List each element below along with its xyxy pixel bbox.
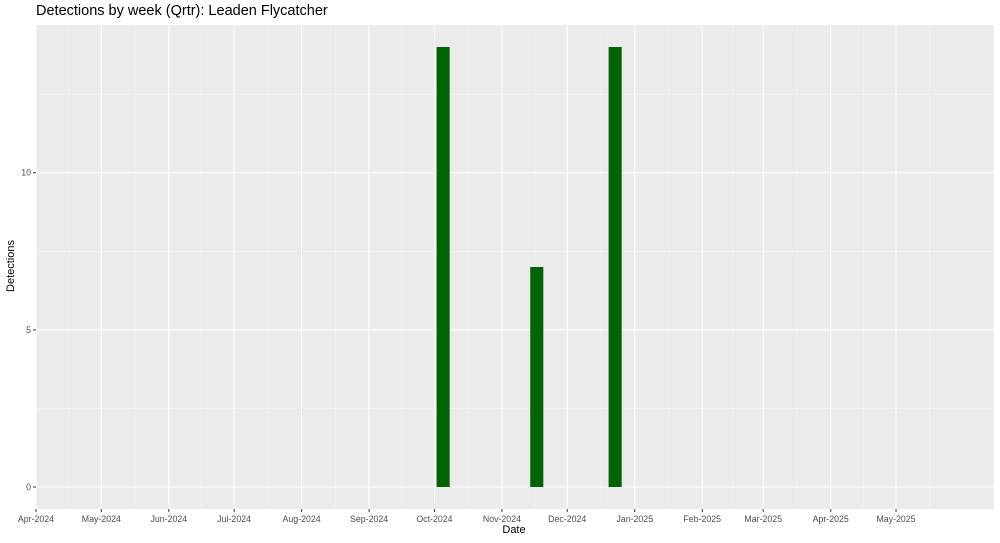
bar [608,47,622,487]
x-tick-label: Sep-2024 [350,514,388,524]
x-tick-label: Jan-2025 [616,514,653,524]
y-axis: 0 5 10 [21,168,36,492]
x-tick-label: Mar-2025 [744,514,782,524]
x-tick-label: Feb-2025 [683,514,721,524]
y-tick-label: 10 [21,168,31,178]
x-tick-label: Aug-2024 [283,514,321,524]
bars [436,47,622,487]
x-tick-label: Apr-2024 [18,514,54,524]
x-tick-label: Nov-2024 [483,514,521,524]
chart-title: Detections by week (Qrtr): Leaden Flycat… [36,3,328,19]
x-tick-label: May-2024 [82,514,121,524]
x-tick-label: Apr-2025 [813,514,849,524]
x-tick-label: Jun-2024 [150,514,187,524]
x-axis-label: Date [502,524,526,536]
y-tick-label: 0 [26,482,31,492]
x-axis: Apr-2024 May-2024 Jun-2024 Jul-2024 Aug-2024… [18,509,916,524]
x-tick-label: Oct-2024 [416,514,452,524]
bar [530,267,544,487]
plot-panel [36,25,994,509]
y-tick-label: 5 [26,325,31,335]
x-tick-label: Jul-2024 [217,514,251,524]
x-tick-label: Dec-2024 [548,514,586,524]
bar [436,47,450,487]
x-tick-label: May-2025 [876,514,915,524]
